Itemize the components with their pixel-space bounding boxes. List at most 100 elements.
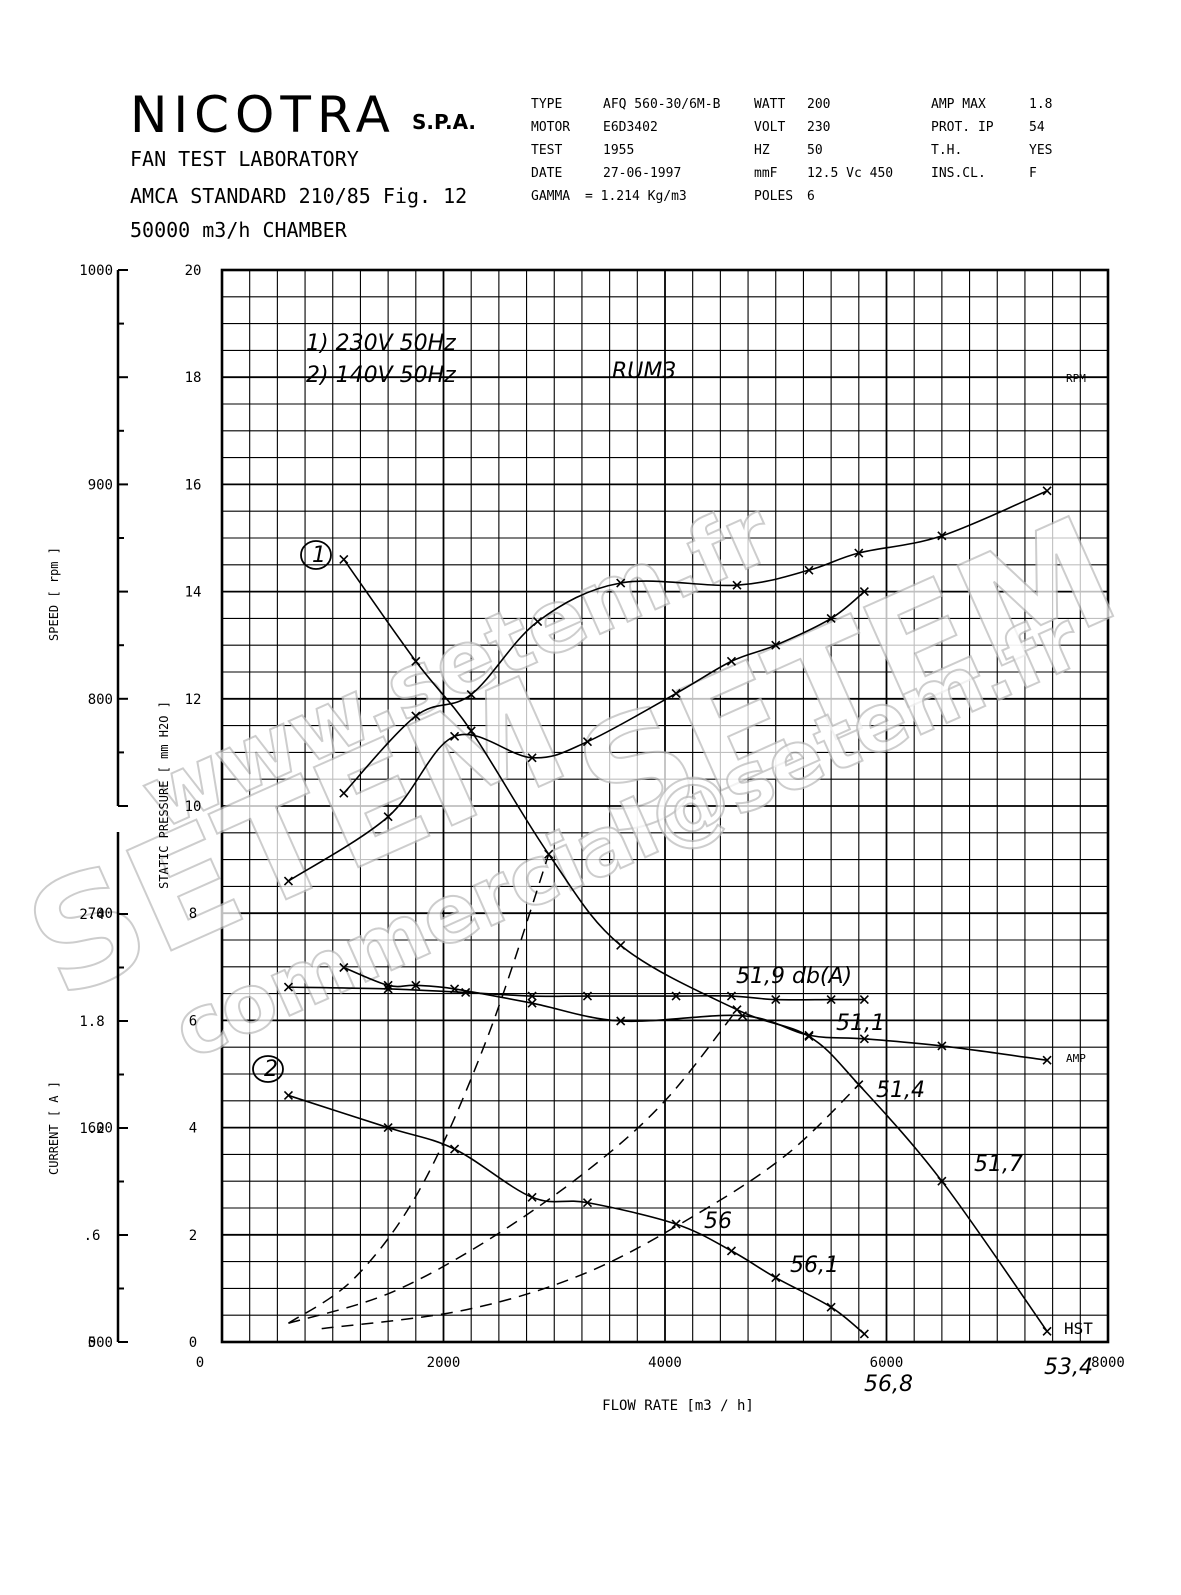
pressure-tick-label: 16 bbox=[185, 477, 202, 493]
x-tick-label: 4000 bbox=[648, 1355, 682, 1371]
data-point bbox=[527, 753, 537, 763]
data-point bbox=[450, 1144, 460, 1154]
handwritten-annotation: 53,4 bbox=[1044, 1355, 1093, 1380]
spec-value: 230 bbox=[807, 120, 831, 135]
plot-frame bbox=[220, 268, 1110, 1344]
current-tick-label: 1.8 bbox=[79, 1014, 104, 1030]
data-point bbox=[1042, 1055, 1052, 1065]
handwritten-annotation: 2) 140V 50Hz bbox=[306, 363, 456, 388]
data-point bbox=[937, 531, 947, 541]
data-point bbox=[461, 987, 471, 998]
data-point bbox=[1042, 486, 1052, 496]
spec-value: = 1.214 Kg/m3 bbox=[585, 189, 687, 204]
series-line bbox=[288, 986, 865, 1001]
pressure-tick-label: 12 bbox=[185, 692, 202, 708]
brand-title: NICOTRA bbox=[130, 86, 396, 144]
chamber-size: 50000 m3/h CHAMBER bbox=[130, 218, 347, 242]
data-point bbox=[771, 1273, 781, 1283]
spec-value: 6 bbox=[807, 189, 815, 204]
spec-value: 12.5 Vc 450 bbox=[807, 166, 894, 181]
data-point bbox=[527, 991, 537, 1001]
data-point bbox=[804, 1031, 814, 1042]
system-curve-dashed bbox=[288, 854, 550, 1324]
x-tick-label: 0 bbox=[196, 1355, 204, 1371]
current-tick-label: .6 bbox=[84, 1228, 101, 1244]
data-point bbox=[726, 991, 737, 1001]
handwritten-annotation: 51,1 bbox=[836, 1011, 885, 1036]
data-point bbox=[544, 849, 554, 859]
spec-label: HZ bbox=[754, 143, 770, 158]
pressure-tick-label: 18 bbox=[185, 370, 202, 386]
data-point bbox=[383, 980, 393, 990]
system-curve-dashed bbox=[321, 1084, 860, 1330]
speed-tick-label: 500 bbox=[88, 1335, 113, 1351]
speed-tick-label: 800 bbox=[88, 692, 113, 708]
lab-name: FAN TEST LABORATORY bbox=[130, 147, 359, 171]
data-point bbox=[616, 1016, 626, 1026]
spec-label: PROT. IP bbox=[931, 120, 994, 135]
handwritten-annotation: RUM3 bbox=[612, 359, 676, 384]
data-point bbox=[1042, 1326, 1052, 1336]
handwritten-annotation: 56,1 bbox=[790, 1253, 839, 1278]
data-point bbox=[466, 689, 476, 700]
spec-label: DATE bbox=[531, 166, 563, 181]
series-line bbox=[288, 1094, 865, 1335]
speed-tick-label: 600 bbox=[88, 1121, 113, 1137]
data-point bbox=[859, 587, 869, 597]
series-line bbox=[343, 966, 1048, 1062]
current-tick-label: 2.4 bbox=[79, 907, 104, 923]
chart-annotations: 1) 230V 50Hz 2) 140V 50Hz RUM3 1 2 51,9 db(A)… bbox=[252, 331, 1093, 1397]
current-tick-label: 1.2 bbox=[79, 1121, 104, 1137]
data-point bbox=[616, 578, 626, 588]
x-tick-label: 8000 bbox=[1091, 1355, 1125, 1371]
circled-marker-1 bbox=[300, 540, 332, 570]
spec-label: TEST bbox=[531, 143, 563, 158]
pressure-axis-label: STATIC PRESSURE [ mm H2O ] bbox=[157, 701, 171, 889]
brand-suffix: S.P.A. bbox=[412, 110, 477, 134]
chart-curves: RPM AMP HST bbox=[283, 372, 1093, 1339]
data-point bbox=[859, 1034, 869, 1044]
handwritten-annotation: 51,4 bbox=[876, 1078, 925, 1103]
data-point bbox=[859, 1329, 869, 1339]
data-point bbox=[671, 1219, 681, 1229]
handwritten-annotation: 56,8 bbox=[864, 1372, 913, 1397]
x-tick-label: 2000 bbox=[427, 1355, 461, 1371]
data-point bbox=[527, 998, 537, 1008]
spec-value: 50 bbox=[807, 143, 823, 158]
spec-value: 27-06-1997 bbox=[603, 166, 682, 181]
data-point bbox=[582, 737, 593, 747]
data-point bbox=[937, 1176, 947, 1186]
handwritten-annotation: 51,9 db(A) bbox=[736, 964, 852, 989]
chart-grid bbox=[220, 268, 1110, 1344]
data-point bbox=[937, 1041, 947, 1051]
data-point bbox=[804, 565, 814, 575]
handwritten-annotation: 56 bbox=[704, 1209, 732, 1234]
series-line bbox=[343, 558, 1048, 1332]
data-point bbox=[383, 1123, 393, 1133]
data-point bbox=[283, 982, 294, 992]
pressure-tick-label: 20 bbox=[185, 263, 202, 279]
speed-axis-label: SPEED [ rpm ] bbox=[47, 547, 61, 641]
data-point bbox=[283, 1090, 294, 1101]
x-axis-label: FLOW RATE [m3 / h] bbox=[602, 1398, 754, 1414]
handwritten-annotation: 1 bbox=[312, 543, 326, 568]
handwritten-annotation: 51,7 bbox=[974, 1152, 1023, 1177]
data-point bbox=[339, 788, 349, 798]
spec-value: YES bbox=[1029, 143, 1053, 158]
data-point bbox=[527, 1192, 537, 1202]
data-point bbox=[582, 1198, 593, 1208]
data-point bbox=[616, 940, 626, 950]
spec-label: MOTOR bbox=[531, 120, 571, 135]
spec-label: INS.CL. bbox=[931, 166, 986, 181]
data-point bbox=[411, 711, 421, 721]
spec-label: VOLT bbox=[754, 120, 786, 135]
data-point bbox=[854, 548, 864, 558]
spec-label: mmF bbox=[754, 166, 778, 181]
spec-value: 200 bbox=[807, 97, 831, 112]
handwritten-annotation: 2 bbox=[264, 1057, 278, 1082]
data-point bbox=[383, 812, 393, 822]
spec-value: E6D3402 bbox=[603, 120, 658, 135]
